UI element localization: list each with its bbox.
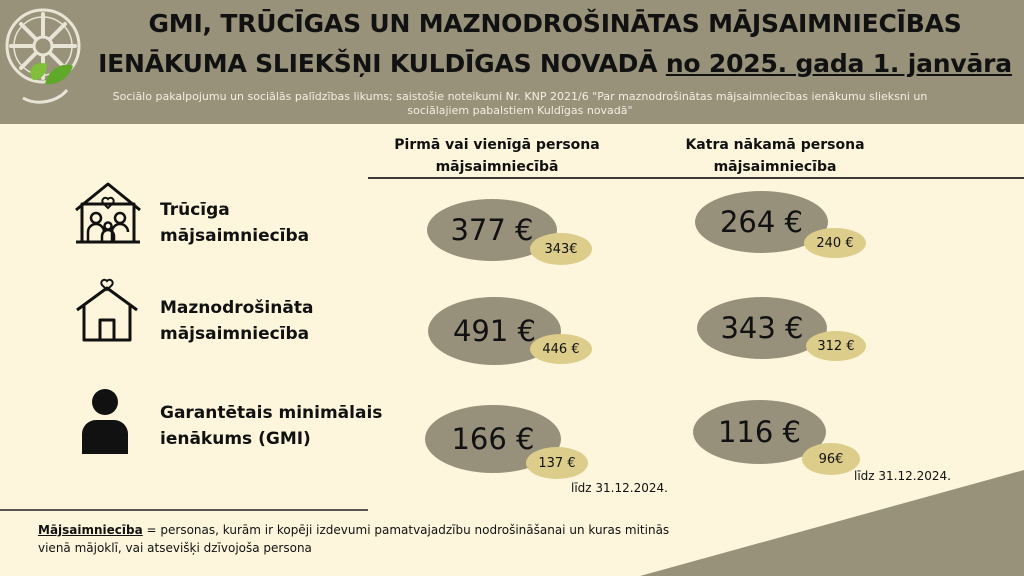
page-title-line2: IENĀKUMA SLIEKŠŅI KULDĪGAS NOVADĀ no 202… bbox=[90, 48, 1020, 80]
family-house-icon bbox=[75, 182, 141, 244]
title-date: no 2025. gada 1. janvāra bbox=[665, 49, 1012, 78]
value-lowincome-next-old: 312 € bbox=[806, 331, 866, 361]
value-needy-next-old: 240 € bbox=[804, 228, 866, 258]
title-part: IENĀKUMA SLIEKŠŅI KULDĪGAS NOVADĀ bbox=[98, 49, 666, 78]
validity-note-first: līdz 31.12.2024. bbox=[571, 481, 668, 495]
value-lowincome-first-old: 446 € bbox=[530, 334, 592, 364]
validity-note-next: līdz 31.12.2024. bbox=[854, 469, 951, 483]
emblem-with-leaves-icon bbox=[5, 8, 81, 104]
footnote-text: = personas, kurām ir kopēji izdevumi pam… bbox=[38, 523, 670, 555]
legal-reference: Sociālo pakalpojumu un sociālās palīdzīb… bbox=[112, 90, 928, 117]
header-divider bbox=[368, 177, 1024, 179]
value-needy-first-old: 343€ bbox=[530, 233, 592, 265]
value-gmi-next-old: 96€ bbox=[802, 443, 860, 475]
value-lowincome-next-new: 343 € bbox=[697, 297, 827, 359]
header-banner: GMI, TRŪCĪGAS UN MAZNODROŠINĀTAS MĀJSAIM… bbox=[0, 0, 1024, 124]
value-gmi-first-new: 166 € bbox=[425, 405, 561, 473]
footnote-divider bbox=[0, 509, 368, 511]
footnote-definition: Mājsaimniecība = personas, kurām ir kopē… bbox=[38, 521, 678, 557]
column-header-next-person: Katra nākamā persona mājsaimniecība bbox=[685, 137, 865, 175]
column-header-first-person: Pirmā vai vienīgā persona mājsaimniecībā bbox=[394, 137, 600, 175]
person-icon bbox=[82, 389, 128, 454]
footnote-term: Mājsaimniecība bbox=[38, 523, 143, 537]
row-label-low-income: Maznodrošināta mājsaimniecība bbox=[160, 298, 314, 344]
value-gmi-first-old: 137 € bbox=[526, 447, 588, 479]
row-label-gmi: Garantētais minimālais ienākums (GMI) bbox=[160, 403, 383, 449]
value-needy-next-new: 264 € bbox=[695, 191, 828, 253]
page-title-line1: GMI, TRŪCĪGAS UN MAZNODROŠINĀTAS MĀJSAIM… bbox=[148, 9, 962, 38]
row-label-needy: Trūcīga mājsaimniecība bbox=[160, 200, 310, 246]
house-heart-icon bbox=[76, 278, 138, 342]
